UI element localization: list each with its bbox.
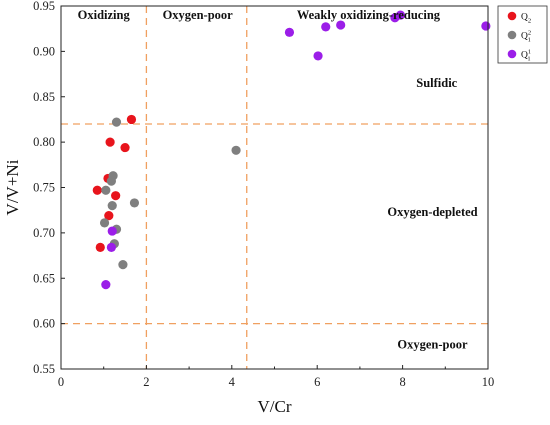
y-axis-title: V/V+Ni	[3, 159, 22, 215]
legend: Q2 Q2 1 Q1 1	[497, 5, 548, 64]
data-point-series-3	[313, 51, 323, 61]
region-label-oxidizing: Oxidizing	[78, 8, 131, 22]
x-axis: 0 2 4 6 8 10	[58, 365, 494, 389]
y-tick-label: 0.75	[33, 181, 55, 195]
data-point-series-1	[104, 211, 114, 221]
data-points	[92, 10, 491, 290]
legend-marker-3	[507, 49, 517, 59]
region-label-weakly: Weakly oxidizing-reducing	[297, 8, 441, 22]
region-label-sulfidic: Sulfidic	[416, 76, 457, 90]
data-point-series-3	[481, 21, 491, 31]
data-point-series-1	[120, 142, 130, 153]
data-point-series-1	[111, 191, 121, 201]
region-label-oxygen-poor-top: Oxygen-poor	[163, 8, 234, 22]
region-label-oxygen-poor-bottom: Oxygen-poor	[397, 337, 468, 351]
legend-marker-1	[507, 11, 517, 21]
data-point-series-1	[126, 114, 137, 125]
x-tick-label: 10	[482, 375, 495, 389]
y-tick-label: 0.85	[33, 90, 55, 104]
data-point-series-2	[99, 218, 110, 228]
legend-label-3: Q1 1	[521, 49, 531, 63]
data-point-series-3	[106, 242, 116, 252]
region-labels: Oxidizing Oxygen-poor Weakly oxidizing-red…	[78, 8, 478, 351]
data-point-series-2	[118, 260, 128, 270]
y-tick-label: 0.60	[33, 317, 55, 331]
data-point-series-1	[92, 185, 102, 195]
y-tick-label: 0.80	[33, 135, 55, 149]
legend-box	[497, 5, 548, 64]
y-tick-label: 0.95	[33, 0, 55, 13]
x-tick-label: 6	[314, 375, 320, 389]
y-axis: 0.55 0.60 0.65 0.70 0.75 0.80 0.85 0.90 0.95	[33, 0, 65, 376]
data-point-series-3	[321, 22, 331, 32]
data-point-series-3	[101, 280, 111, 290]
data-point-series-3	[284, 27, 295, 37]
y-tick-label: 0.70	[33, 226, 55, 240]
x-axis-title: V/Cr	[258, 397, 292, 416]
threshold-lines	[61, 6, 488, 369]
y-tick-label: 0.55	[33, 362, 55, 376]
data-point-series-2	[107, 201, 117, 211]
data-point-series-2	[231, 145, 241, 155]
data-point-series-2	[111, 117, 122, 127]
legend-marker-2	[507, 30, 517, 40]
legend-label-1: Q2	[521, 13, 531, 25]
data-point-series-2	[101, 185, 111, 195]
y-tick-label: 0.90	[33, 44, 55, 58]
data-point-series-2	[129, 198, 140, 208]
data-point-series-3	[107, 226, 117, 236]
data-point-series-3	[395, 10, 406, 20]
legend-label-2: Q2 1	[521, 30, 531, 44]
data-point-series-2	[106, 176, 116, 186]
y-tick-label: 0.65	[33, 271, 55, 285]
x-tick-label: 2	[143, 375, 149, 389]
x-tick-label: 0	[58, 375, 64, 389]
x-tick-label: 8	[399, 375, 405, 389]
plot-frame	[60, 5, 489, 370]
x-tick-label: 4	[229, 375, 236, 389]
data-point-series-1	[95, 242, 105, 252]
data-point-series-1	[105, 137, 115, 147]
region-label-oxygen-depleted: Oxygen-depleted	[387, 205, 477, 219]
data-point-series-3	[336, 20, 346, 30]
